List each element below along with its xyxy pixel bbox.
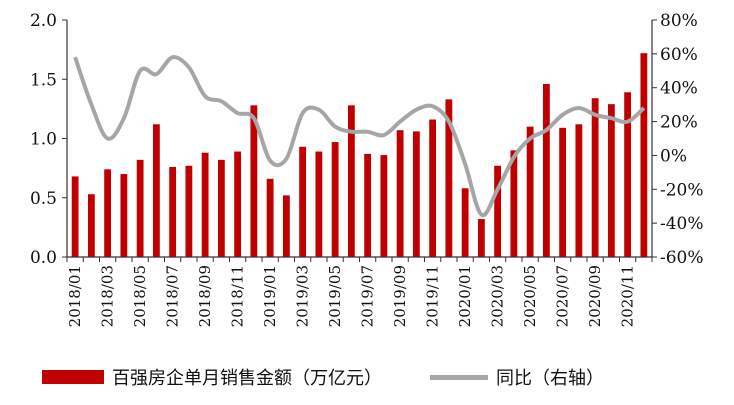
bar-series bbox=[71, 53, 648, 258]
left-tick-label: 0.0 bbox=[30, 248, 57, 268]
x-tick-label: 2020/07 bbox=[554, 265, 572, 327]
chart-area: 0.0 0.5 1.0 1.5 2.0 -60% -40% -20% 0% 20% 40% 60% 80… bbox=[30, 11, 704, 327]
bar-2020/10 bbox=[607, 104, 615, 257]
right-tick-label: 0% bbox=[660, 146, 687, 166]
x-tick-label: 2020/11 bbox=[619, 265, 637, 327]
legend-label-yoy: 同比（右轴） bbox=[496, 368, 604, 389]
bar-2020/11 bbox=[624, 92, 632, 257]
right-tick-label: 20% bbox=[660, 113, 698, 133]
right-tick-label: 40% bbox=[660, 79, 698, 99]
bar-2019/09 bbox=[396, 130, 404, 257]
legend: 百强房企单月销售金额（万亿元） 同比（右轴） bbox=[42, 362, 604, 392]
right-tick-label: 60% bbox=[660, 45, 698, 65]
axes: 0.0 0.5 1.0 1.5 2.0 -60% -40% -20% 0% 20% 40% 60% 80… bbox=[30, 11, 704, 327]
bar-2019/08 bbox=[380, 155, 388, 257]
x-tick-label: 2020/03 bbox=[489, 265, 507, 327]
x-tick-label: 2018/03 bbox=[99, 265, 117, 327]
x-tick-label: 2019/07 bbox=[359, 265, 377, 327]
bar-2018/04 bbox=[120, 174, 128, 257]
bar-2020/09 bbox=[591, 98, 599, 258]
x-tick-label: 2020/01 bbox=[456, 265, 474, 327]
bar-2020/08 bbox=[575, 124, 583, 257]
legend-item-yoy: 同比（右轴） bbox=[430, 364, 604, 390]
bar-2020/07 bbox=[559, 127, 567, 258]
bar-2019/10 bbox=[412, 131, 420, 257]
bar-2020/01 bbox=[461, 188, 469, 257]
bar-2018/05 bbox=[136, 159, 144, 257]
bar-2018/03 bbox=[104, 169, 112, 257]
x-tick-label: 2018/07 bbox=[164, 265, 182, 327]
legend-item-sales: 百强房企单月销售金额（万亿元） bbox=[42, 364, 382, 390]
bar-2020/06 bbox=[542, 83, 550, 258]
x-tick-label: 2019/09 bbox=[391, 265, 409, 327]
x-tick-label: 2018/05 bbox=[131, 265, 149, 327]
x-tick-label: 2018/09 bbox=[196, 265, 214, 327]
bar-2019/05 bbox=[331, 142, 339, 257]
bar-2018/11 bbox=[234, 151, 242, 257]
legend-swatch-sales bbox=[42, 370, 104, 384]
right-tick-label: 80% bbox=[660, 11, 698, 31]
bar-2018/07 bbox=[169, 166, 177, 257]
right-tick-label: -40% bbox=[660, 214, 704, 234]
right-tick-label: -60% bbox=[660, 248, 704, 268]
bar-2018/02 bbox=[87, 194, 95, 257]
bar-2019/04 bbox=[315, 151, 323, 257]
x-tick-label: 2019/05 bbox=[326, 265, 344, 327]
bar-2019/11 bbox=[429, 119, 437, 257]
x-tick-label: 2020/09 bbox=[586, 265, 604, 327]
bar-2018/06 bbox=[152, 124, 160, 257]
yoy-line bbox=[73, 55, 646, 218]
x-tick-label: 2018/01 bbox=[66, 265, 84, 327]
bar-2019/12 bbox=[445, 99, 453, 258]
left-tick-label: 1.5 bbox=[30, 70, 57, 90]
bar-2018/10 bbox=[217, 159, 225, 257]
legend-swatch-yoy bbox=[430, 374, 488, 380]
line-series bbox=[73, 55, 646, 218]
bar-2018/09 bbox=[201, 152, 209, 257]
left-tick-label: 1.0 bbox=[30, 130, 57, 150]
bar-2018/01 bbox=[71, 176, 79, 257]
x-tick-label: 2019/03 bbox=[294, 265, 312, 327]
bar-2020/04 bbox=[510, 150, 518, 257]
bar-2020/05 bbox=[526, 126, 534, 258]
left-tick-label: 0.5 bbox=[30, 189, 57, 209]
x-tick-label: 2019/01 bbox=[261, 265, 279, 327]
x-tick-label: 2018/11 bbox=[229, 265, 247, 327]
bar-2020/12 bbox=[640, 53, 648, 258]
bar-2020/02 bbox=[477, 219, 485, 257]
bar-2019/06 bbox=[347, 105, 355, 257]
right-tick-label: -20% bbox=[660, 180, 704, 200]
x-tick-label: 2020/05 bbox=[521, 265, 539, 327]
bar-2018/08 bbox=[185, 165, 193, 257]
bar-2019/02 bbox=[282, 195, 290, 257]
bar-2020/03 bbox=[494, 165, 502, 257]
bar-2019/07 bbox=[364, 153, 372, 257]
bar-2019/03 bbox=[299, 146, 307, 257]
bar-2018/12 bbox=[250, 105, 258, 257]
legend-label-sales: 百强房企单月销售金额（万亿元） bbox=[112, 368, 382, 389]
left-tick-label: 2.0 bbox=[30, 11, 57, 31]
x-tick-label: 2019/11 bbox=[424, 265, 442, 327]
bar-2019/01 bbox=[266, 178, 274, 257]
